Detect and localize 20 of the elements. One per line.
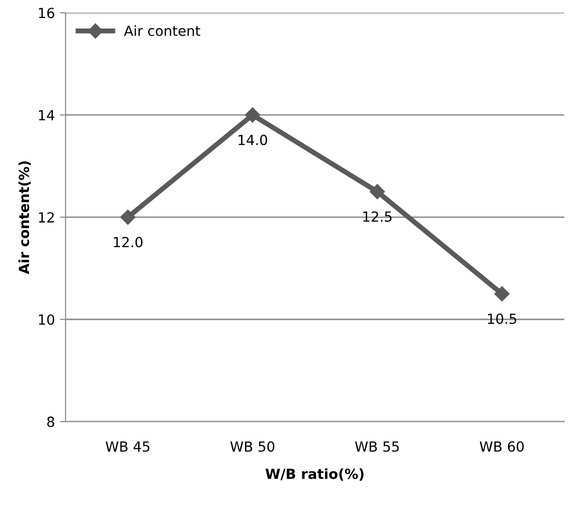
- point: [120, 210, 136, 225]
- data-label: 12.5: [363, 211, 392, 222]
- y-tick-label: 12: [38, 212, 54, 222]
- x-tick-label: WB 55: [355, 441, 399, 452]
- y-tick-label: 8: [47, 416, 54, 428]
- y-tick-label: 16: [38, 8, 54, 18]
- x-tick-label: WB 50: [230, 441, 274, 452]
- data-label: 12.0: [114, 236, 142, 248]
- point: [370, 184, 385, 200]
- legend-label: Air content: [124, 25, 200, 36]
- y-tick-label: 14: [38, 110, 54, 120]
- point: [494, 286, 510, 302]
- data-label: 10.5: [488, 314, 516, 324]
- y-tick-label: 10: [38, 314, 54, 325]
- x-axis-title: W/B ratio(%): [266, 468, 364, 481]
- x-tick-label: WB 45: [106, 441, 150, 452]
- y-axis-title: Air content(%): [18, 161, 31, 274]
- data-label: 14.0: [238, 134, 268, 146]
- x-tick-label: WB 60: [480, 441, 524, 452]
- point: [245, 107, 260, 123]
